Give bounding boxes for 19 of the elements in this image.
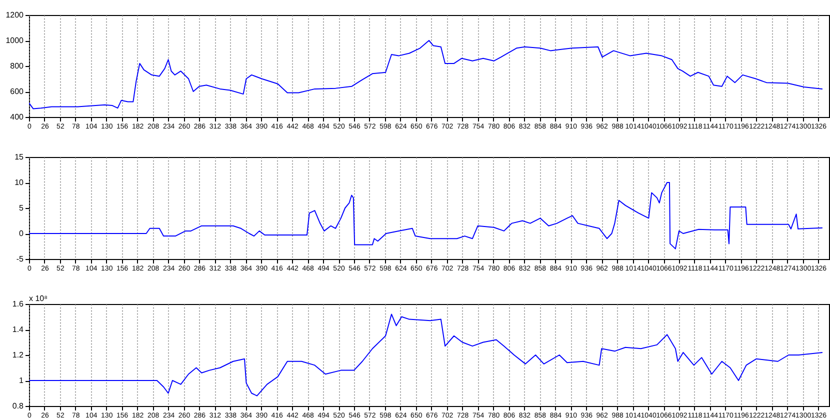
y-tick-label: -5 — [16, 254, 24, 264]
text: x 10⁸ — [29, 294, 48, 303]
line-series — [29, 40, 823, 110]
y-tick-label: 400 — [10, 112, 24, 122]
line-series — [29, 182, 823, 250]
y-tick-label: 1200 — [6, 10, 24, 20]
y-tick-label: 1.6 — [12, 300, 24, 308]
y-tick-label: 1.4 — [12, 325, 24, 334]
line-series — [29, 314, 823, 396]
y-tick-label: 1.2 — [12, 350, 24, 360]
y-tick-label: 800 — [10, 62, 24, 70]
y-tick-label: 600 — [10, 87, 24, 96]
y-tick-label: 5 — [19, 204, 24, 212]
y-tick-label: 1 — [19, 376, 24, 385]
y-tick-label: 0 — [19, 229, 24, 238]
y-tick-label: 0.8 — [12, 402, 24, 410]
y-tick-label: 15 — [14, 152, 24, 162]
y-tick-label: 10 — [14, 178, 24, 187]
y-tick-label: 1000 — [6, 36, 24, 45]
